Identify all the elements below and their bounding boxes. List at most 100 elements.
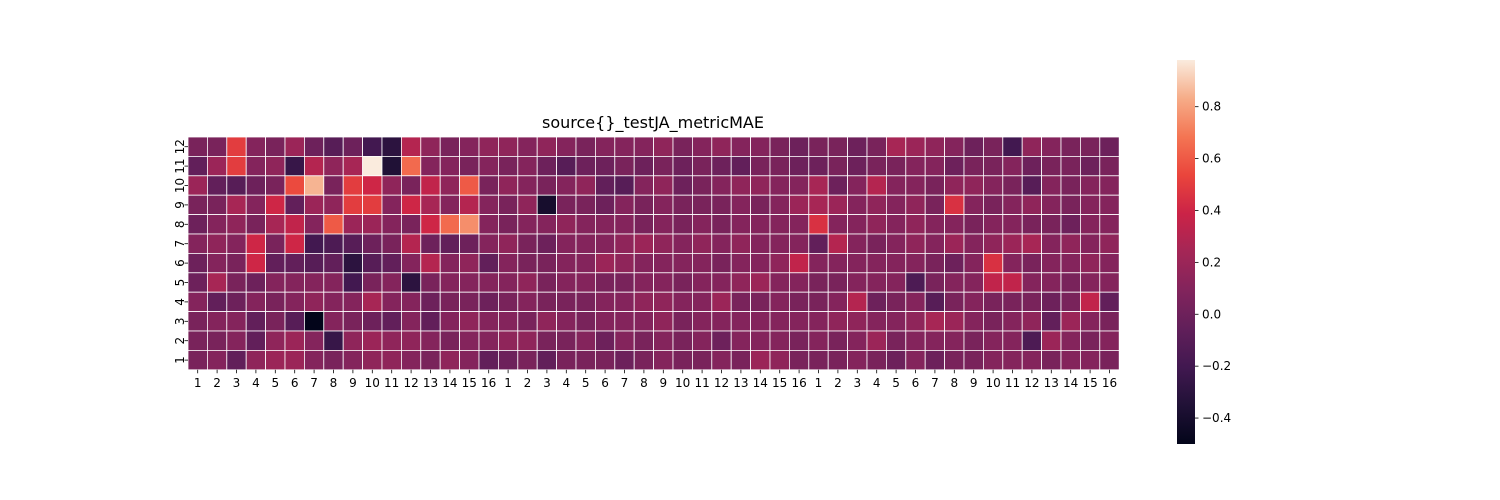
heatmap-cell: [536, 233, 558, 254]
colorbar-tick-label: −0.2: [1202, 359, 1231, 373]
heatmap-cell: [808, 155, 829, 177]
x-tick-label: 4: [873, 376, 881, 390]
heatmap-cell: [963, 155, 984, 177]
heatmap-cell: [905, 291, 926, 313]
heatmap-cell: [944, 175, 965, 196]
x-tick-label: 8: [330, 376, 338, 390]
heatmap-cell: [265, 252, 286, 274]
heatmap-cell: [866, 291, 887, 313]
heatmap-cell: [808, 349, 829, 371]
heatmap-cell: [827, 136, 849, 157]
heatmap-cell: [187, 233, 208, 254]
heatmap-cell: [905, 349, 926, 371]
heatmap-cell: [362, 175, 383, 196]
heatmap-cell: [653, 311, 674, 332]
heatmap-cell: [983, 233, 1004, 254]
heatmap-cell: [478, 330, 499, 351]
heatmap-cell: [711, 194, 732, 215]
heatmap-cell: [1080, 155, 1101, 177]
heatmap-cell: [284, 175, 305, 196]
heatmap-cell: [245, 214, 266, 235]
heatmap-cell: [536, 349, 558, 371]
heatmap-cell: [983, 194, 1004, 215]
heatmap-cell: [769, 272, 790, 293]
heatmap-cell: [653, 330, 674, 351]
heatmap-cell: [692, 291, 713, 313]
heatmap-cell: [1002, 214, 1023, 235]
heatmap-cell: [1060, 194, 1081, 215]
heatmap-cell: [827, 175, 849, 196]
heatmap-cell: [265, 194, 286, 215]
heatmap-cell: [789, 175, 810, 196]
heatmap-cell: [439, 155, 461, 177]
heatmap-cell: [362, 252, 383, 274]
heatmap-cell: [1041, 175, 1062, 196]
heatmap-cell: [323, 233, 344, 254]
heatmap-cell: [1002, 233, 1023, 254]
heatmap-cell: [226, 136, 247, 157]
y-tick-label: 4: [173, 298, 187, 306]
heatmap-cell: [847, 252, 868, 274]
heatmap-cell: [730, 272, 752, 293]
colorbar-tick-label: 0.0: [1202, 307, 1221, 321]
heatmap-cell: [808, 175, 829, 196]
heatmap-cell: [323, 252, 344, 274]
heatmap-cell: [983, 252, 1004, 274]
heatmap-cell: [536, 136, 558, 157]
x-tick-label: 15: [772, 376, 787, 390]
heatmap-cell: [187, 155, 208, 177]
y-tick-label: 6: [173, 259, 187, 267]
heatmap-cell: [439, 330, 461, 351]
heatmap-cell: [265, 272, 286, 293]
heatmap-cell: [1080, 194, 1101, 215]
heatmap-cell: [381, 175, 402, 196]
heatmap-cell: [1060, 136, 1081, 157]
y-axis: 12 11 10 9 8 7 6 5 4 3 2 1: [173, 139, 188, 364]
heatmap-cell: [692, 311, 713, 332]
heatmap-cell: [1080, 349, 1101, 371]
heatmap-cell: [362, 311, 383, 332]
heatmap-cell: [750, 272, 771, 293]
heatmap-cell: [323, 311, 344, 332]
heatmap-cell: [944, 311, 965, 332]
heatmap-cell: [1080, 214, 1101, 235]
heatmap-cell: [1080, 175, 1101, 196]
heatmap-cell: [847, 194, 868, 215]
heatmap-cell: [633, 136, 655, 157]
x-tick-label: 10: [985, 376, 1000, 390]
x-tick-label: 11: [384, 376, 399, 390]
heatmap-cell: [672, 194, 693, 215]
heatmap-cell: [653, 272, 674, 293]
heatmap-cell: [284, 214, 305, 235]
heatmap-cell: [653, 214, 674, 235]
heatmap-cell: [905, 194, 926, 215]
heatmap-cell: [672, 311, 693, 332]
heatmap-cell: [672, 136, 693, 157]
heatmap-cell: [827, 311, 849, 332]
heatmap-cell: [1060, 155, 1081, 177]
heatmap-cell: [556, 349, 577, 371]
heatmap-cell: [1002, 349, 1023, 371]
heatmap-cell: [730, 330, 752, 351]
heatmap-cell: [730, 214, 752, 235]
heatmap-cell: [692, 349, 713, 371]
heatmap-cell: [886, 136, 907, 157]
heatmap-cell: [575, 136, 596, 157]
heatmap-cell: [575, 252, 596, 274]
heatmap-cell: [847, 233, 868, 254]
heatmap-cell: [226, 311, 247, 332]
x-tick-label: 12: [1024, 376, 1039, 390]
heatmap-cell: [187, 291, 208, 313]
x-tick-label: 5: [271, 376, 279, 390]
heatmap-cell: [808, 194, 829, 215]
heatmap-cell: [459, 214, 480, 235]
heatmap-cell: [536, 194, 558, 215]
heatmap-cell: [905, 175, 926, 196]
heatmap-cell: [517, 252, 538, 274]
heatmap-cell: [459, 330, 480, 351]
heatmap-cell: [323, 330, 344, 351]
heatmap-cell: [226, 155, 247, 177]
heatmap-cell: [789, 349, 810, 371]
x-tick-label: 6: [601, 376, 609, 390]
